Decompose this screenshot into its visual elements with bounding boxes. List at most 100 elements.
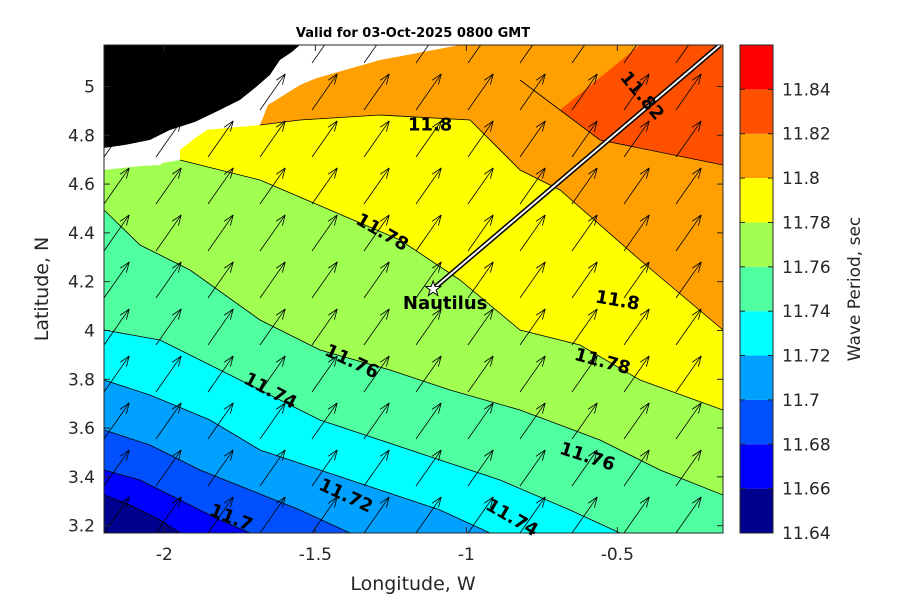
y-axis-ticks: 3.2 3.4 3.6 3.8 4 4.2 4.4 4.6 4.8 5 [68, 77, 723, 537]
colorbar-segment [740, 178, 773, 223]
wave-arrow [571, 214, 598, 252]
wave-arrow [675, 261, 702, 299]
wave-arrow [155, 449, 182, 487]
wave-arrow [363, 261, 390, 299]
wave-arrow [104, 120, 130, 158]
wave-direction-arrows [104, 45, 702, 533]
wave-arrow [259, 73, 286, 111]
contour-label: 11.8 [408, 115, 452, 136]
colorbar-tick-label: 11.82 [782, 125, 831, 145]
wave-arrow [623, 308, 650, 346]
wave-arrow [571, 45, 586, 64]
wave-arrow [104, 73, 130, 111]
wave-arrow [311, 73, 338, 111]
wave-arrow [519, 120, 546, 158]
contour-line [104, 469, 251, 533]
wave-arrow [155, 214, 182, 252]
wave-arrow [259, 355, 286, 393]
wave-arrow [467, 73, 494, 111]
wave-arrow [519, 496, 546, 533]
wave-arrow [104, 449, 130, 487]
wave-arrow [571, 261, 598, 299]
wave-arrow [207, 45, 222, 64]
wave-arrow [623, 167, 650, 205]
wave-arrow [259, 496, 286, 533]
y-tick-label: 4.6 [68, 175, 95, 195]
contour-line [259, 114, 723, 331]
wave-arrow [311, 402, 338, 440]
colorbar-tick-label: 11.72 [782, 347, 831, 367]
colorbar-frame [739, 44, 774, 534]
colorbar-segment [740, 266, 773, 312]
contour-lines [104, 79, 723, 533]
x-tick-label: -1 [458, 545, 475, 565]
wave-arrow [571, 402, 598, 440]
star-icon [424, 279, 443, 297]
wave-arrow [207, 214, 234, 252]
wave-arrow [675, 355, 702, 393]
contour-line [104, 494, 181, 533]
band-11.74 [104, 210, 723, 533]
wave-arrow [155, 355, 182, 393]
contour-line [104, 209, 723, 496]
wave-arrow [155, 167, 182, 205]
contour-line [104, 379, 491, 533]
wave-arrow [207, 496, 234, 533]
x-tick-label: -2 [156, 545, 173, 565]
land-mass [104, 45, 300, 148]
wave-arrow [207, 402, 234, 440]
wave-arrow [467, 496, 494, 533]
wave-arrow [155, 73, 182, 111]
wave-arrow [207, 73, 234, 111]
colorbar-tick-label: 11.64 [782, 524, 831, 544]
colorbar: 11.64 11.66 11.68 11.7 11.72 11.74 11.76 11.78 1… [739, 44, 831, 544]
wave-arrow [363, 449, 390, 487]
wave-arrow [571, 355, 598, 393]
wave-arrow [155, 402, 182, 440]
wave-arrow [311, 214, 338, 252]
wave-arrow [675, 120, 702, 158]
wave-arrow [519, 45, 534, 64]
colorbar-tick-label: 11.7 [782, 391, 820, 411]
wave-arrow [155, 308, 182, 346]
wave-arrow [467, 308, 494, 346]
wave-arrow [467, 120, 494, 158]
wave-arrow [675, 73, 702, 111]
wave-arrow [311, 355, 338, 393]
colorbar-tick-label: 11.84 [782, 80, 831, 100]
wave-arrow [415, 261, 442, 299]
wave-arrow [104, 496, 130, 533]
wave-arrow [571, 73, 598, 111]
wave-arrow [259, 120, 286, 158]
plot-area [104, 45, 723, 533]
wave-arrow [363, 402, 390, 440]
contour-line [104, 329, 621, 533]
wave-arrow [363, 167, 390, 205]
wave-arrow [155, 45, 170, 64]
colorbar-segment [740, 311, 773, 356]
colorbar-tick-label: 11.66 [782, 480, 831, 500]
colorbar-tick-label: 11.74 [782, 302, 831, 322]
wave-arrow [571, 120, 598, 158]
wave-arrow [571, 308, 598, 346]
wave-arrow [623, 449, 650, 487]
nautilus-label: Nautilus [403, 293, 488, 314]
y-axis-label: Latitude, N [31, 237, 53, 342]
wave-arrow [363, 308, 390, 346]
y-tick-label: 3.4 [68, 468, 95, 488]
plot-frame [103, 44, 724, 534]
wave-arrow [519, 449, 546, 487]
wave-arrow [467, 355, 494, 393]
nautilus-marker: Nautilus [403, 279, 488, 314]
wave-arrow [675, 214, 702, 252]
wave-arrow [363, 496, 390, 533]
wave-arrow [104, 308, 130, 346]
colorbar-segment [740, 488, 773, 533]
wave-arrow [415, 449, 442, 487]
wave-arrow [259, 214, 286, 252]
wave-arrow [675, 496, 702, 533]
wave-arrow [623, 73, 650, 111]
x-tick-label: -0.5 [601, 545, 634, 565]
wave-arrow [155, 120, 182, 158]
